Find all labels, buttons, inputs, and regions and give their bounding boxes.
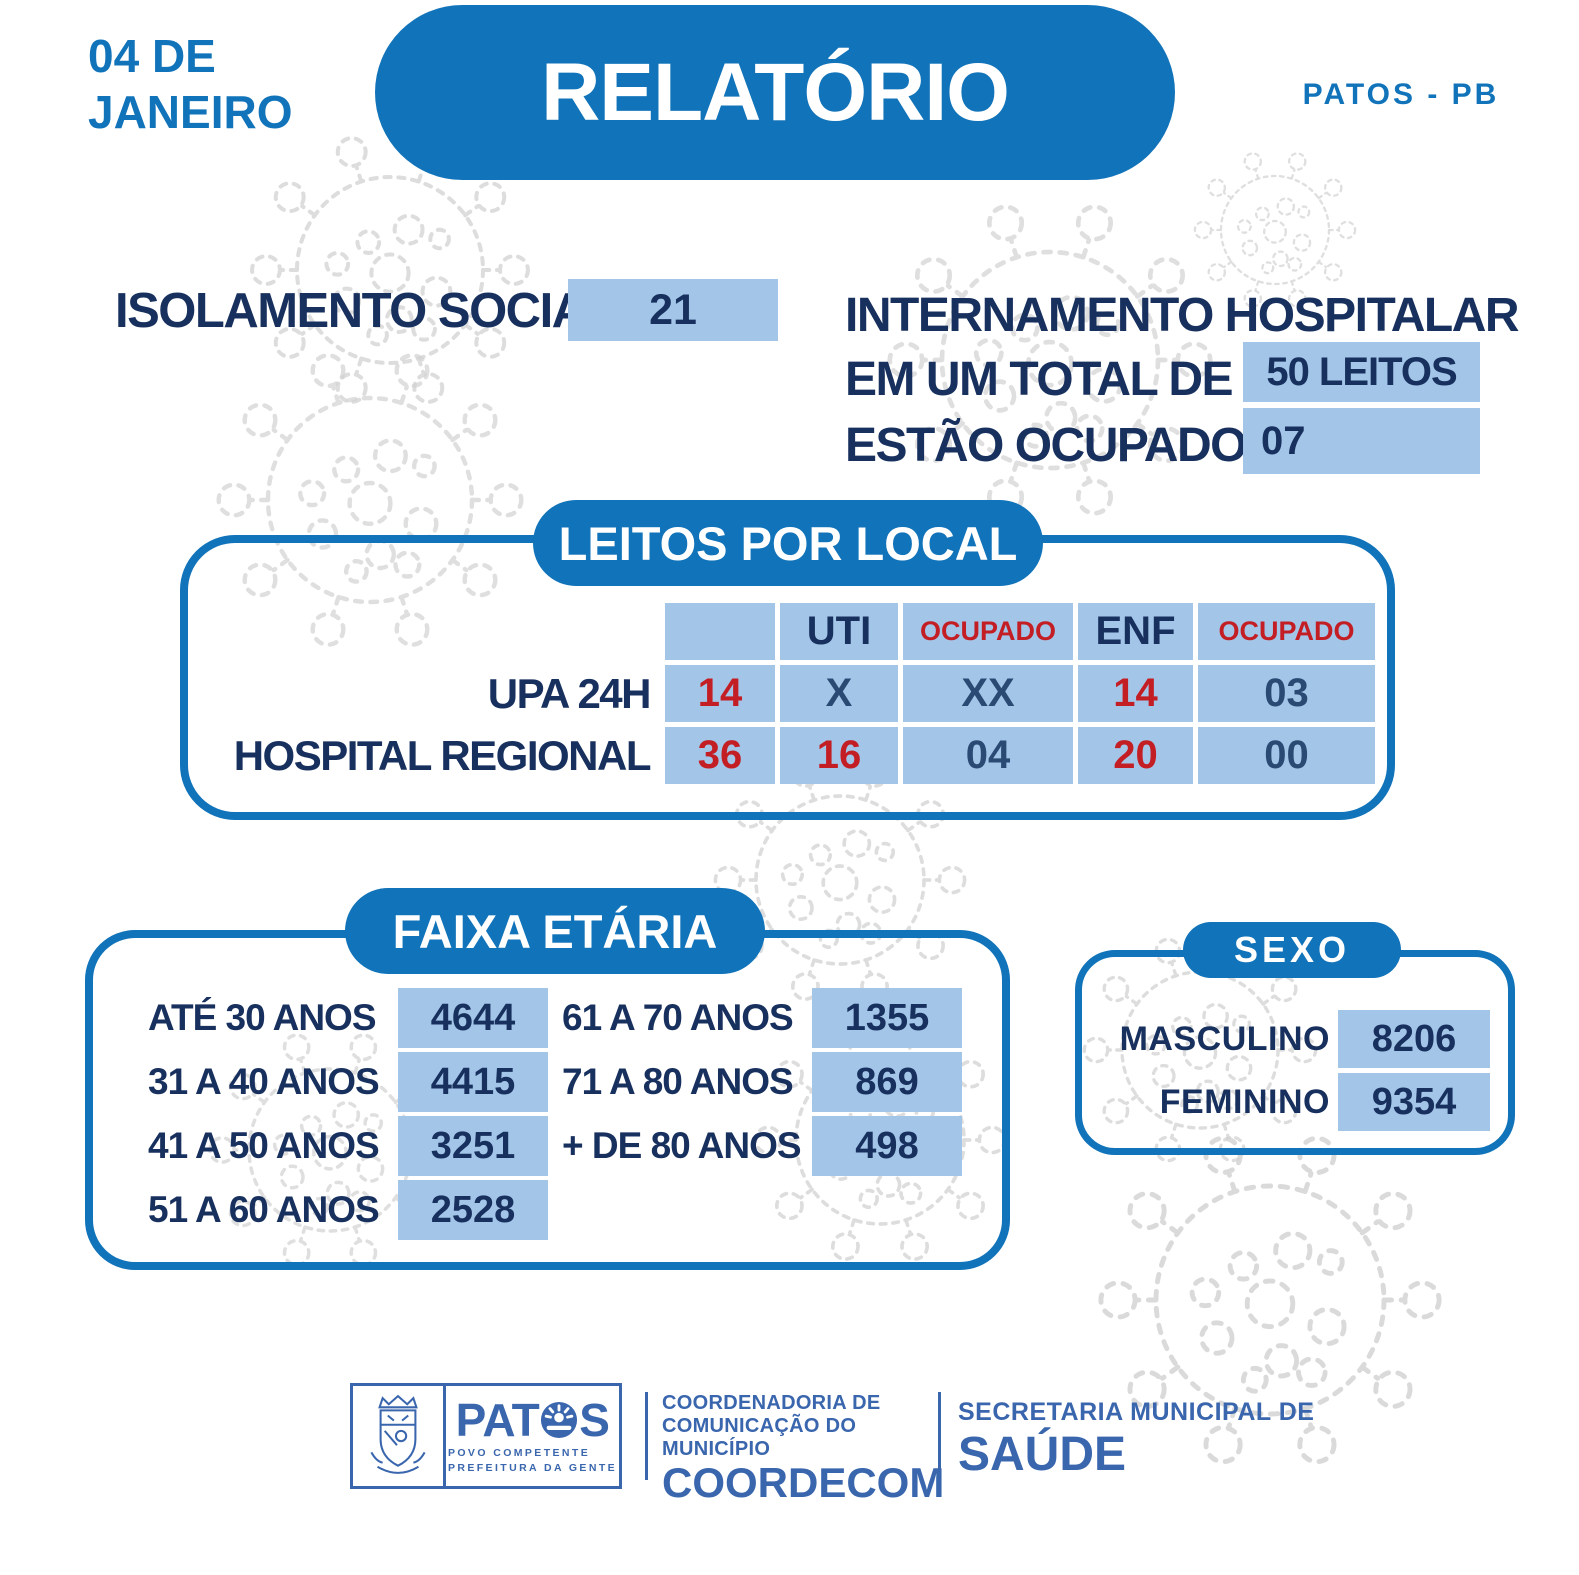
leitos-header-enf: ENF <box>1078 603 1193 660</box>
internamento-line3: ESTÃO OCUPADOS <box>845 419 1278 472</box>
leitos-cell: 36 <box>665 727 775 784</box>
faixa-title: FAIXA ETÁRIA <box>392 904 718 958</box>
patos-logo-box: PAT S <box>350 1383 622 1489</box>
report-title: RELATÓRIO <box>541 46 1010 138</box>
leitos-title: LEITOS POR LOCAL <box>558 516 1018 570</box>
internamento-occupied: 07 <box>1261 418 1306 463</box>
internamento-total-box: 50 LEITOS <box>1243 342 1480 402</box>
coordecom-line3: MUNICÍPIO <box>662 1437 771 1460</box>
isolamento-value-box: 21 <box>568 279 778 341</box>
coat-of-arms-icon <box>353 1386 446 1486</box>
leitos-cell: 00 <box>1198 727 1375 784</box>
faixa-value: 1355 <box>812 988 962 1048</box>
internamento-line2: EM UM TOTAL DE <box>845 353 1234 406</box>
faixa-label: 41 A 50 ANOS <box>148 1125 380 1166</box>
faixa-label: 51 A 60 ANOS <box>148 1189 380 1230</box>
footer-divider <box>938 1392 941 1480</box>
internamento-total: 50 LEITOS <box>1266 349 1457 394</box>
secretaria-name: SAÚDE <box>958 1428 1127 1481</box>
sun-icon <box>541 1401 578 1438</box>
coordecom-name: COORDECOM <box>662 1459 945 1507</box>
leitos-cell: X <box>780 665 898 722</box>
report-date-line2: JANEIRO <box>88 86 293 139</box>
coordecom-line2: COMUNICAÇÃO DO <box>662 1414 857 1437</box>
faixa-value: 2528 <box>398 1180 548 1240</box>
report-title-pill: RELATÓRIO <box>375 5 1175 180</box>
faixa-label: ATÉ 30 ANOS <box>148 997 377 1038</box>
isolamento-value: 21 <box>649 285 697 334</box>
leitos-header-ocupado-enf: OCUPADO <box>1198 603 1375 660</box>
leitos-cell: 04 <box>903 727 1073 784</box>
sexo-value: 9354 <box>1338 1073 1490 1131</box>
leitos-cell: 14 <box>1078 665 1193 722</box>
faixa-value: 3251 <box>398 1116 548 1176</box>
leitos-cell: 14 <box>665 665 775 722</box>
faixa-label: 61 A 70 ANOS <box>562 997 794 1038</box>
sexo-label: FEMININO <box>1159 1082 1330 1121</box>
sexo-label: MASCULINO <box>1119 1019 1330 1058</box>
patos-word-suffix: S <box>579 1393 610 1446</box>
report-date-line1: 04 DE <box>88 30 216 82</box>
leitos-row-label: HOSPITAL REGIONAL <box>233 731 652 779</box>
patos-tagline-line1: POVO COMPETENTE <box>447 1446 591 1459</box>
faixa-label: + DE 80 ANOS <box>562 1125 802 1166</box>
coordecom-line1: COORDENADORIA DE <box>662 1392 881 1414</box>
internamento-occupied-box: 07 <box>1243 408 1480 474</box>
leitos-header-blank-cell <box>665 603 775 660</box>
leitos-header-uti: UTI <box>780 603 898 660</box>
coordecom-block: COORDENADORIA DE COMUNICAÇÃO DO MUNICÍPI… <box>662 1392 944 1504</box>
patos-wordmark: PAT S <box>456 1397 610 1443</box>
secretaria-line1: SECRETARIA MUNICIPAL DE <box>958 1398 1315 1426</box>
faixa-section-pill: FAIXA ETÁRIA <box>345 888 765 974</box>
sexo-section-pill: SEXO <box>1183 922 1401 978</box>
leitos-cell: XX <box>903 665 1073 722</box>
secretaria-block: SECRETARIA MUNICIPAL DE SAÚDE <box>958 1398 1314 1479</box>
faixa-value: 869 <box>812 1052 962 1112</box>
patos-word-prefix: PAT <box>455 1393 540 1446</box>
footer-divider <box>645 1392 648 1480</box>
leitos-header-ocupado-uti: OCUPADO <box>903 603 1073 660</box>
leitos-row-label: UPA 24H <box>487 669 652 717</box>
faixa-column-right: 61 A 70 ANOS 1355 71 A 80 ANOS 869 + DE … <box>562 988 962 1176</box>
leitos-cell: 03 <box>1198 665 1375 722</box>
leitos-section-pill: LEITOS POR LOCAL <box>533 500 1043 586</box>
sexo-table: MASCULINO 8206 FEMININO 9354 <box>1098 1010 1490 1131</box>
patos-tagline: POVO COMPETENTE PREFEITURA DA GENTE <box>448 1446 617 1475</box>
isolamento-label: ISOLAMENTO SOCIAL: <box>115 284 630 338</box>
internamento-line1: INTERNAMENTO HOSPITALAR <box>845 289 1520 342</box>
sexo-value: 8206 <box>1338 1010 1490 1068</box>
patos-tagline-line2: PREFEITURA DA GENTE <box>447 1461 618 1474</box>
leitos-header-spacer <box>200 603 660 660</box>
report-date: 04 DE JANEIRO <box>88 28 292 140</box>
sexo-title: SEXO <box>1233 929 1351 970</box>
leitos-cell: 20 <box>1078 727 1193 784</box>
faixa-value: 4644 <box>398 988 548 1048</box>
faixa-label: 71 A 80 ANOS <box>562 1061 794 1102</box>
faixa-value: 498 <box>812 1116 962 1176</box>
faixa-value: 4415 <box>398 1052 548 1112</box>
leitos-table: UTI OCUPADO ENF OCUPADO UPA 24H 14 X XX … <box>200 603 1375 784</box>
patos-brand: PAT S <box>446 1386 619 1486</box>
faixa-label: 31 A 40 ANOS <box>148 1061 380 1102</box>
faixa-column-left: ATÉ 30 ANOS 4644 31 A 40 ANOS 4415 41 A … <box>148 988 548 1240</box>
city-label: PATOS - PB <box>1302 78 1500 111</box>
leitos-cell: 16 <box>780 727 898 784</box>
